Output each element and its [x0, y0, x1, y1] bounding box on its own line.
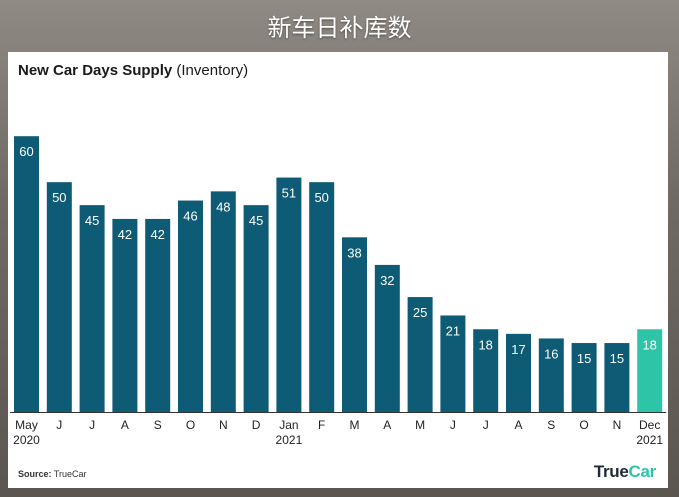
- category-label-1: J: [56, 418, 62, 432]
- value-label-2: 45: [85, 213, 99, 228]
- page-title: 新车日补库数: [267, 14, 412, 42]
- value-label-19: 18: [642, 337, 656, 352]
- bar-6: [210, 191, 236, 412]
- value-label-18: 15: [610, 351, 624, 366]
- category-label-3: A: [121, 418, 129, 432]
- bar-14: [473, 329, 499, 412]
- bar-18: [604, 343, 630, 412]
- value-label-3: 42: [118, 227, 132, 242]
- bar-5: [178, 200, 203, 412]
- bar-0: [14, 136, 39, 412]
- category-label-2: J: [89, 418, 95, 432]
- value-label-8: 51: [282, 186, 296, 201]
- bar-13: [440, 315, 466, 412]
- category-label-17: O: [579, 418, 588, 432]
- bar-19: [637, 329, 663, 412]
- value-label-6: 48: [216, 199, 230, 214]
- bar-4: [145, 218, 171, 412]
- bar-9: [309, 182, 335, 412]
- category-label-0: May: [15, 418, 38, 432]
- value-label-14: 18: [478, 337, 492, 352]
- source-note: Source: TrueCar: [18, 469, 87, 479]
- category-label-9: F: [318, 418, 325, 432]
- source-value: TrueCar: [53, 469, 87, 479]
- value-label-11: 32: [380, 273, 394, 288]
- year-label-0: 2020: [13, 433, 40, 447]
- bar-1: [46, 182, 72, 412]
- bar-8: [276, 177, 302, 412]
- logo-part-true: True: [593, 462, 629, 481]
- category-label-15: A: [514, 418, 522, 432]
- chart-title-rest: (Inventory): [176, 62, 249, 79]
- value-label-0: 60: [19, 144, 33, 159]
- logo-part-car: Car: [628, 462, 657, 481]
- year-label-8: 2021: [276, 433, 303, 447]
- category-label-19: Dec: [639, 418, 660, 432]
- bar-chart: 60May202050J45J42A42S46O48N45D51Jan20215…: [10, 136, 667, 447]
- truecar-logo: TrueCar: [594, 462, 656, 482]
- category-label-16: S: [547, 418, 555, 432]
- category-label-6: N: [219, 418, 228, 432]
- value-label-4: 42: [150, 227, 164, 242]
- category-label-14: J: [483, 418, 489, 432]
- bar-2: [79, 205, 105, 412]
- bar-7: [243, 205, 269, 412]
- category-label-18: N: [613, 418, 622, 432]
- value-label-10: 38: [347, 245, 361, 260]
- category-label-8: Jan: [279, 418, 298, 432]
- value-label-15: 17: [511, 342, 525, 357]
- bar-11: [374, 264, 400, 412]
- category-label-13: J: [450, 418, 456, 432]
- bar-3: [112, 218, 138, 412]
- value-label-7: 45: [249, 213, 263, 228]
- category-label-10: M: [350, 418, 360, 432]
- category-label-12: M: [415, 418, 425, 432]
- value-label-12: 25: [413, 305, 427, 320]
- value-label-13: 21: [446, 323, 460, 338]
- source-label: Source:: [18, 469, 52, 479]
- category-label-7: D: [252, 418, 261, 432]
- value-label-9: 50: [314, 190, 328, 205]
- bar-17: [571, 343, 597, 412]
- category-label-11: A: [383, 418, 391, 432]
- chart-card: New Car Days Supply (Inventory) 60 May 202…: [8, 52, 668, 488]
- bar-15: [506, 333, 531, 412]
- bar-10: [342, 237, 367, 412]
- bar-12: [407, 297, 433, 412]
- value-label-5: 46: [183, 209, 197, 224]
- year-label-19: 2021: [636, 433, 663, 447]
- value-label-16: 16: [544, 346, 558, 361]
- chart-title: New Car Days Supply (Inventory): [18, 62, 248, 79]
- value-label-1: 50: [52, 190, 66, 205]
- bar-16: [538, 338, 564, 412]
- value-label-17: 15: [577, 351, 591, 366]
- category-label-4: S: [154, 418, 162, 432]
- chart-title-bold: New Car Days Supply: [18, 62, 173, 79]
- category-label-5: O: [186, 418, 195, 432]
